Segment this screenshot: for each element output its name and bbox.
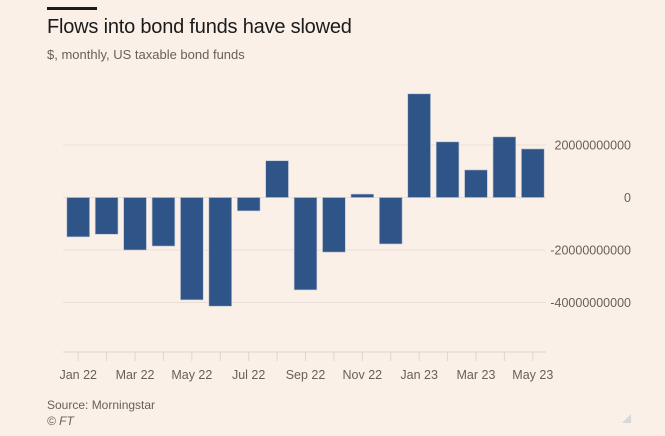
title-accent-bar: [47, 7, 97, 10]
x-axis: Jan 22 Mar 22 May 22 Jul 22 Sep 22 Nov 22 Jan …: [59, 351, 553, 382]
y-tick-label: 20000000000: [555, 139, 632, 153]
y-tick-label: -20000000000: [550, 244, 631, 258]
x-tick-label: Nov 22: [343, 368, 383, 382]
bar-feb-23: [435, 141, 460, 198]
bar-aug-22: [265, 160, 289, 198]
chart-subtitle: $, monthly, US taxable bond funds: [47, 47, 245, 62]
bar-jan-23: [407, 93, 431, 198]
bar-apr-23: [492, 136, 517, 198]
x-tick-label: Mar 22: [116, 368, 155, 382]
bar-dec-22: [379, 197, 403, 245]
bar-oct-22: [322, 197, 346, 253]
chart-title: Flows into bond funds have slowed: [47, 16, 352, 38]
bar-may-23: [521, 148, 545, 198]
bar-jul-22: [237, 197, 261, 212]
bar-feb-22: [94, 197, 119, 235]
bar-jun-22: [208, 197, 232, 307]
bar-mar-22: [123, 197, 147, 251]
x-tick-label: Mar 23: [457, 368, 496, 382]
bar-mar-23: [464, 169, 488, 198]
source-note: Source: Morningstar: [47, 398, 156, 412]
x-tick-label: Jan 22: [59, 368, 97, 382]
x-tick-label: Jul 22: [232, 368, 265, 382]
bar-jan-22: [66, 197, 90, 238]
x-tick-label: May 22: [171, 368, 212, 382]
copyright-note: © FT: [47, 414, 74, 428]
bars: [66, 93, 545, 307]
bar-nov-22: [350, 193, 374, 198]
x-tick-label: Sep 22: [286, 368, 326, 382]
y-tick-label: -40000000000: [550, 296, 631, 310]
x-tick-label: Jan 23: [400, 368, 438, 382]
bar-sep-22: [293, 197, 318, 291]
y-tick-label: 0: [624, 191, 631, 205]
bar-may-22: [180, 197, 204, 301]
bar-apr-22: [151, 197, 176, 247]
resize-handle-icon[interactable]: [622, 414, 631, 423]
y-axis-labels: 20000000000 0 -20000000000 -40000000000: [550, 139, 631, 311]
x-tick-label: May 23: [512, 368, 553, 382]
